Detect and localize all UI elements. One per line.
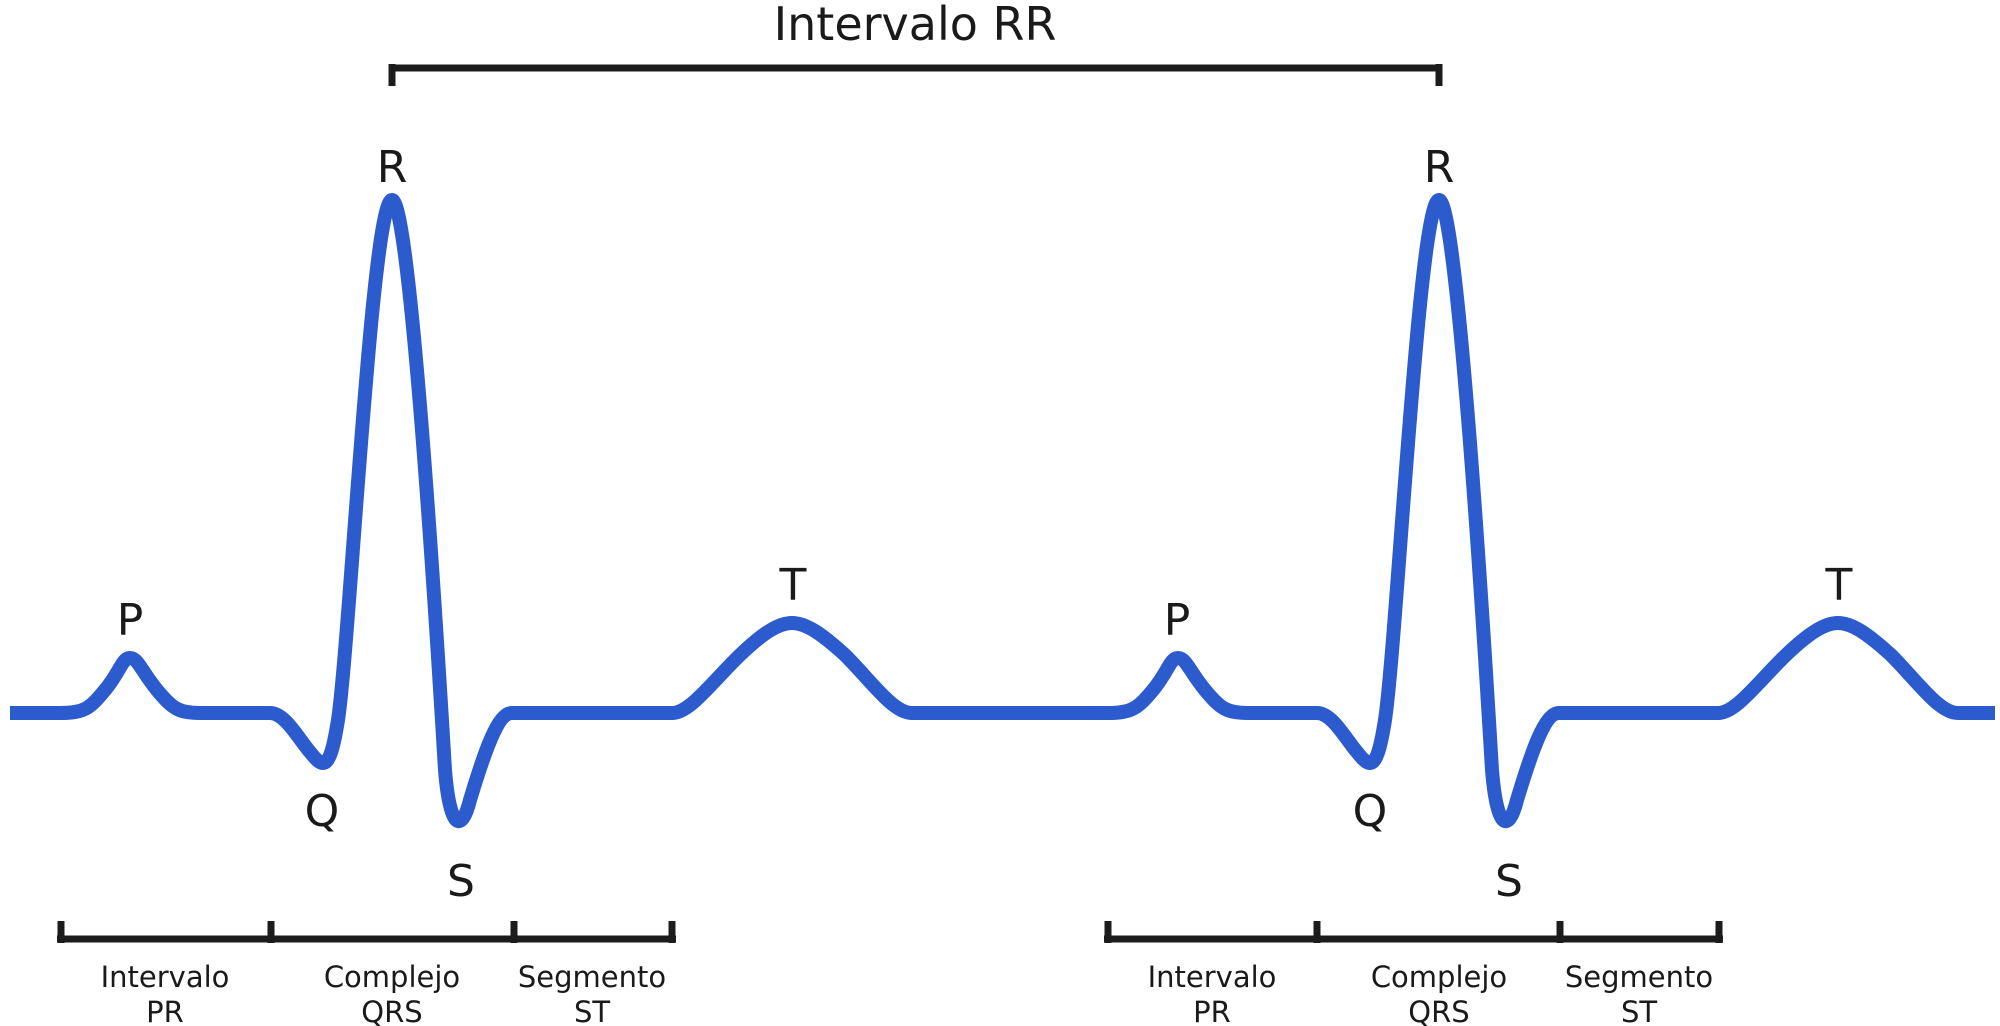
beat-1-q-label: Q xyxy=(305,786,340,837)
rr-interval-bracket xyxy=(388,64,1443,86)
beat-2-segment-labels: Intervalo PR Complejo QRS Segmento ST xyxy=(1148,960,1714,1026)
beat-1-segment-bracket xyxy=(57,921,676,943)
ecg-waveform xyxy=(10,193,1995,828)
beat-2-r-label: R xyxy=(1424,142,1455,193)
beat-1-s-label: S xyxy=(447,856,475,907)
beat-1-pr-label-line1: Intervalo xyxy=(101,960,230,994)
beat-2-labels: P Q R S T xyxy=(1164,142,1853,907)
beat-2-q-label: Q xyxy=(1353,786,1388,837)
beat-1-qrs-label-line1: Complejo xyxy=(324,960,460,994)
beat-2-st-label-line2: ST xyxy=(1621,995,1657,1026)
beat-1-t-label: T xyxy=(779,560,807,611)
beat-2-p-label: P xyxy=(1164,595,1191,646)
beat-1-st-label-line1: Segmento xyxy=(518,960,666,994)
beat-2-s-label: S xyxy=(1495,856,1523,907)
beat-1-pr-label-line2: PR xyxy=(146,995,184,1026)
beat-2-pr-label-line2: PR xyxy=(1193,995,1231,1026)
beat-2-qrs-label-line1: Complejo xyxy=(1371,960,1507,994)
beat-2-segment-bracket xyxy=(1104,921,1723,943)
beat-1-labels: P Q R S T xyxy=(117,142,807,907)
beat-1-p-label: P xyxy=(117,595,144,646)
beat-2-st-label-line1: Segmento xyxy=(1565,960,1713,994)
beat-1-r-label: R xyxy=(377,142,408,193)
beat-2-pr-label-line1: Intervalo xyxy=(1148,960,1277,994)
beat-1-qrs-label-line2: QRS xyxy=(361,995,422,1026)
beat-1-st-label-line2: ST xyxy=(574,995,610,1026)
beat-2-qrs-label-line2: QRS xyxy=(1408,995,1469,1026)
beat-2-t-label: T xyxy=(1825,560,1853,611)
rr-interval-label: Intervalo RR xyxy=(774,0,1057,51)
beat-1-segment-labels: Intervalo PR Complejo QRS Segmento ST xyxy=(101,960,667,1026)
